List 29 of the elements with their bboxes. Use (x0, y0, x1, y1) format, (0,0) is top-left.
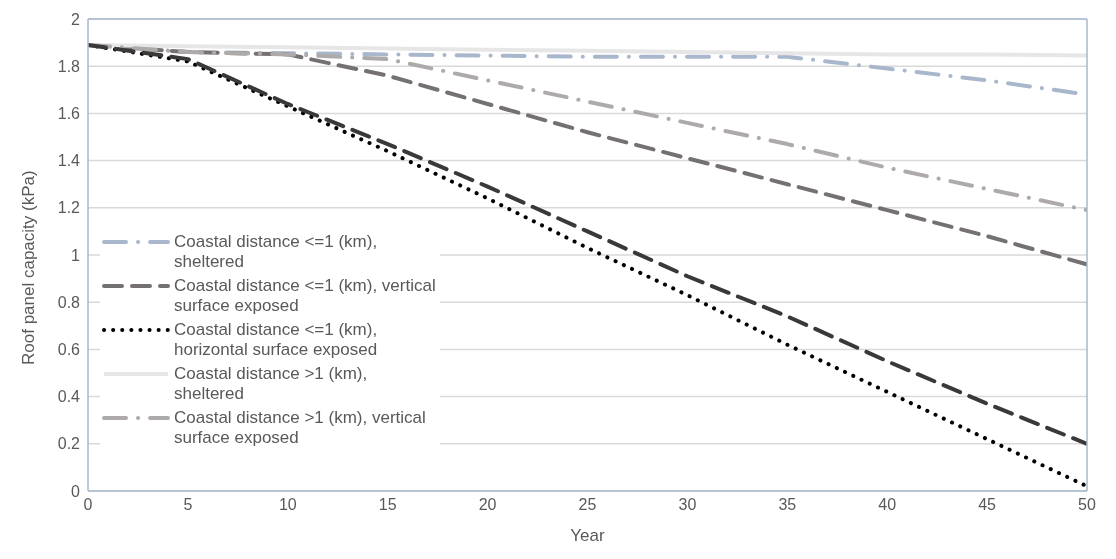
y-tick-label: 0.2 (57, 435, 81, 453)
x-tick-label: 0 (83, 496, 93, 514)
y-tick-label: 1.4 (57, 152, 81, 170)
x-tick-label: 10 (278, 496, 297, 514)
x-tick-label: 50 (1078, 496, 1096, 514)
y-tick-label: 0.6 (57, 341, 81, 359)
x-axis-title: Year (570, 526, 606, 545)
x-tick-label: 20 (478, 496, 497, 514)
legend-label: Coastal distance <=1 (km), sheltered (174, 232, 379, 272)
y-tick-label: 1.8 (57, 57, 81, 75)
x-tick-label: 45 (978, 496, 997, 514)
legend-label: Coastal distance <=1 (km), horizontal surface exposed (174, 320, 379, 360)
x-tick-label: 40 (878, 496, 897, 514)
y-axis-title: Roof panel capacity (kPa) (19, 170, 39, 365)
y-tick-label: 0.8 (57, 293, 81, 311)
y-tick-label: 2 (71, 10, 81, 28)
legend-label: Coastal distance >1 (km), sheltered (174, 364, 369, 404)
x-tick-label: 30 (678, 496, 697, 514)
x-tick-label: 35 (778, 496, 797, 514)
legend-label: Coastal distance <=1 (km), vertical surface exposed (174, 276, 437, 316)
y-tick-label: 1.6 (57, 105, 81, 123)
x-tick-label: 25 (578, 496, 597, 514)
y-tick-label: 1.2 (57, 199, 81, 217)
y-tick-label: 1 (71, 246, 81, 264)
x-tick-label: 15 (378, 496, 397, 514)
x-tick-label: 5 (183, 496, 193, 514)
y-tick-label: 0.4 (57, 388, 81, 406)
y-tick-label: 0 (71, 482, 81, 500)
legend-label: Coastal distance >1 (km), vertical surface exposed (174, 408, 427, 448)
